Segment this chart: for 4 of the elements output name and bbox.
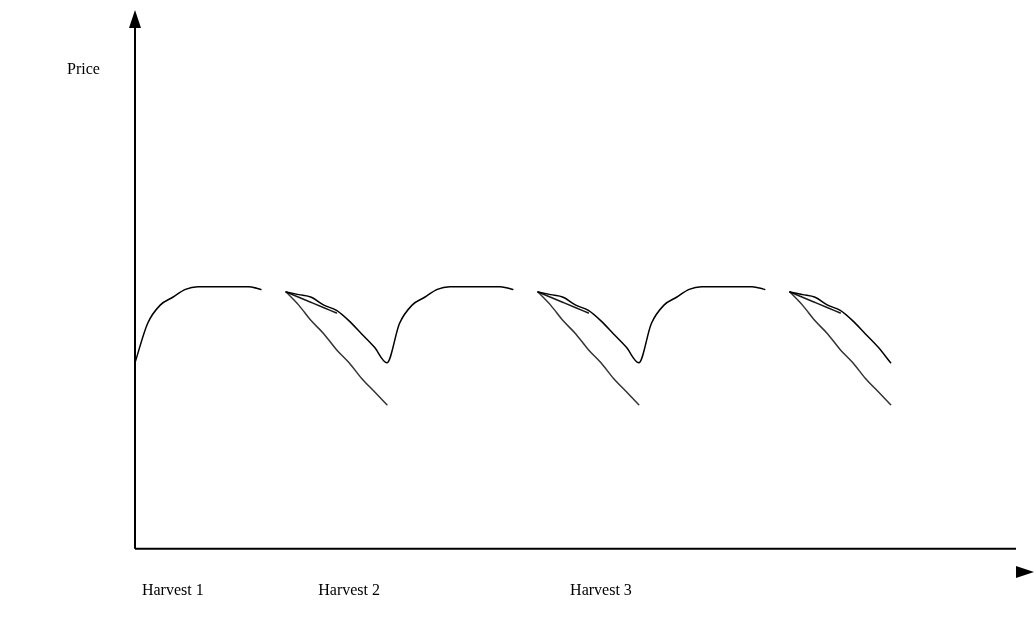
x-tick-label: Harvest 3 xyxy=(570,580,632,598)
x-tick-label: Harvest 2 xyxy=(318,580,380,598)
text: Price xyxy=(67,60,100,78)
x-tick-label: Harvest 1 xyxy=(141,580,204,598)
